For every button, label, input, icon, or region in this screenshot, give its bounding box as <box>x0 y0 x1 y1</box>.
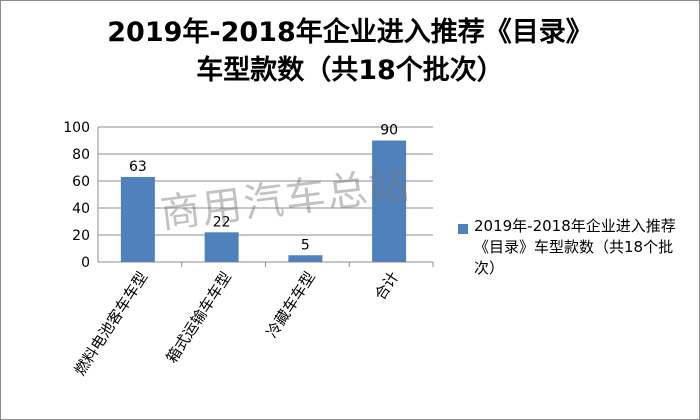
chart-legend: 2019年-2018年企业进入推荐《目录》车型款数（共18个批次） <box>458 216 694 279</box>
x-category-label: 箱式运输车车型 <box>163 268 235 366</box>
bar-value-label: 90 <box>380 123 398 139</box>
bar-value-label: 63 <box>129 159 147 175</box>
chart-title-line-2: 车型款数（共18个批次） <box>196 55 504 86</box>
chart-title: 2019年-2018年企业进入推荐《目录》 车型款数（共18个批次） <box>0 14 700 90</box>
bar-value-label: 22 <box>213 214 231 230</box>
x-category-label: 燃料电池客车车型 <box>71 268 151 378</box>
bar <box>120 176 155 262</box>
bar <box>288 255 323 262</box>
bar <box>204 232 239 262</box>
chart-title-line-1: 2019年-2018年企业进入推荐《目录》 <box>107 17 593 48</box>
bar <box>372 140 407 262</box>
y-tick-label: 20 <box>72 228 90 244</box>
y-tick-label: 60 <box>72 174 90 190</box>
bar-value-label: 5 <box>301 237 310 253</box>
y-tick-label: 0 <box>81 255 90 271</box>
x-category-label: 合计 <box>371 268 402 303</box>
x-category-label: 冷藏车车型 <box>263 268 319 341</box>
y-tick-label: 40 <box>72 201 90 217</box>
y-tick-label: 100 <box>63 120 90 136</box>
legend-label: 2019年-2018年企业进入推荐《目录》车型款数（共18个批次） <box>474 217 676 277</box>
legend-swatch <box>458 224 468 234</box>
y-tick-label: 80 <box>72 147 90 163</box>
